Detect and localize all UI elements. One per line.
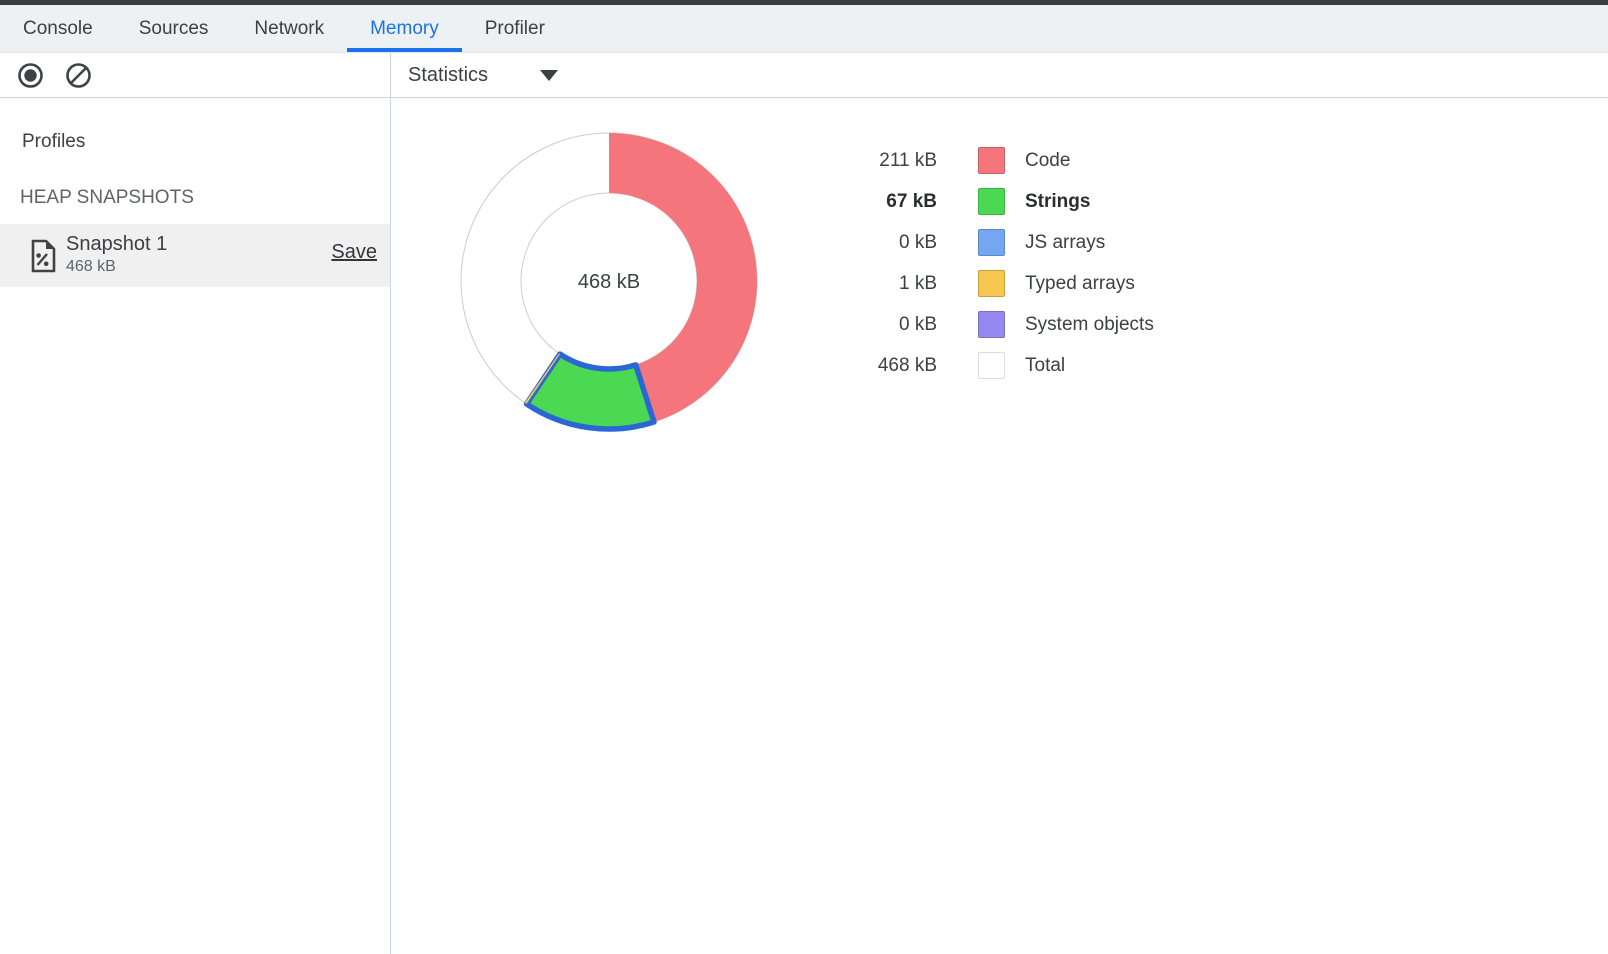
- legend-label: System objects: [1025, 313, 1154, 335]
- legend-row-js-arrays[interactable]: 0 kB JS arrays: [800, 229, 1154, 256]
- tab-sources[interactable]: Sources: [116, 5, 232, 52]
- snapshot-size: 468 kB: [66, 258, 116, 275]
- active-tab-underline: [347, 48, 462, 52]
- clear-icon: [66, 62, 91, 88]
- toolbar-left-section: [0, 53, 391, 97]
- devtools-tab-bar: Console Sources Network Memory Profiler: [0, 5, 1608, 53]
- legend-row-code[interactable]: 211 kB Code: [800, 147, 1154, 174]
- legend-value: 468 kB: [877, 354, 937, 376]
- record-heap-snapshot-button[interactable]: [17, 62, 44, 89]
- tab-profiler[interactable]: Profiler: [462, 5, 568, 52]
- legend-row-system-objects[interactable]: 0 kB System objects: [800, 311, 1154, 338]
- perspective-selector[interactable]: Statistics: [392, 53, 559, 97]
- statistics-view: 468 kB 211 kB Code 67 kB Strings 0 kB JS…: [392, 98, 1608, 954]
- record-icon: [18, 62, 43, 88]
- profiles-heading: Profiles: [22, 131, 86, 152]
- snapshot-title: Snapshot 1: [66, 233, 168, 255]
- heap-snapshots-section-heading: HEAP SNAPSHOTS: [20, 187, 194, 208]
- legend-row-total[interactable]: 468 kB Total: [800, 352, 1154, 379]
- heap-statistics-donut-chart: 468 kB: [449, 121, 769, 441]
- devtools-top-stripe: [0, 0, 1608, 5]
- tab-console[interactable]: Console: [0, 5, 116, 52]
- profiles-sidebar: Profiles HEAP SNAPSHOTS Snapshot 1 468 k…: [0, 98, 391, 954]
- donut-center-label: 468 kB: [578, 271, 640, 293]
- snapshot-list-item[interactable]: Snapshot 1 468 kB Save: [0, 224, 390, 287]
- legend-swatch-js-arrays: [978, 229, 1005, 256]
- tab-memory[interactable]: Memory: [347, 5, 462, 52]
- legend-label: JS arrays: [1025, 231, 1106, 253]
- legend-swatch-system-objects: [978, 311, 1005, 338]
- tab-label: Memory: [370, 17, 439, 39]
- memory-toolbar: Statistics: [0, 53, 1608, 98]
- statistics-legend: 211 kB Code 67 kB Strings 0 kB JS arrays…: [800, 147, 1154, 393]
- legend-value: 1 kB: [898, 272, 937, 294]
- legend-swatch-strings: [978, 188, 1005, 215]
- legend-value: 67 kB: [886, 190, 937, 212]
- legend-label: Total: [1025, 354, 1066, 376]
- legend-row-strings[interactable]: 67 kB Strings: [800, 188, 1154, 215]
- legend-label: Code: [1025, 149, 1071, 171]
- tab-label: Console: [23, 17, 93, 39]
- snapshot-texts: Snapshot 1 468 kB: [66, 231, 167, 277]
- legend-value: 0 kB: [898, 231, 937, 253]
- toolbar-right-section: Statistics: [392, 53, 1608, 97]
- donut-slice-strings[interactable]: [523, 351, 657, 432]
- tab-label: Network: [254, 17, 325, 39]
- legend-swatch-total: [978, 352, 1005, 379]
- tab-network[interactable]: Network: [231, 5, 347, 52]
- donut-slices: [523, 133, 758, 432]
- save-snapshot-link[interactable]: Save: [331, 241, 377, 263]
- perspective-selected-value: Statistics: [408, 63, 489, 86]
- tab-label: Sources: [138, 17, 209, 39]
- legend-swatch-typed-arrays: [978, 270, 1005, 297]
- legend-value: 211 kB: [879, 149, 937, 171]
- heap-snapshot-document-icon: [31, 239, 56, 273]
- legend-label: Strings: [1025, 190, 1091, 212]
- tab-label: Profiler: [484, 17, 545, 39]
- donut-slice-code[interactable]: [609, 133, 758, 422]
- legend-value: 0 kB: [898, 313, 937, 335]
- donut-slice-typed-arrays[interactable]: [524, 353, 560, 404]
- legend-swatch-code: [978, 147, 1005, 174]
- legend-row-typed-arrays[interactable]: 1 kB Typed arrays: [800, 270, 1154, 297]
- clear-profiles-button[interactable]: [65, 62, 92, 89]
- triangle-down-icon: [540, 69, 559, 81]
- legend-label: Typed arrays: [1025, 272, 1135, 294]
